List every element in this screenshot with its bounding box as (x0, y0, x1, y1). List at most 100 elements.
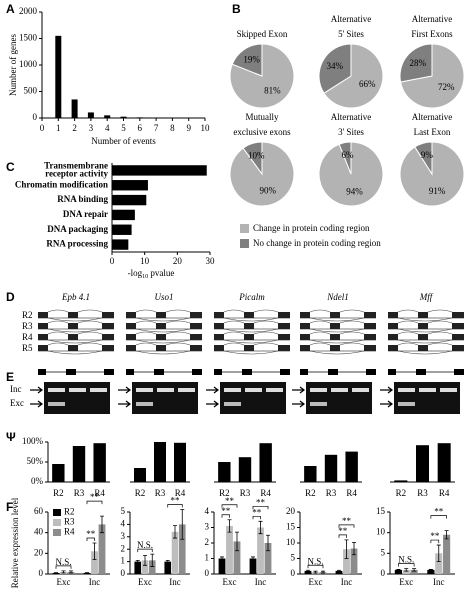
bar (93, 443, 106, 482)
significance-bracket (338, 534, 347, 538)
exon (126, 369, 134, 375)
pie-slice (242, 141, 263, 176)
junction-arc (135, 342, 191, 355)
bar (238, 457, 252, 482)
bar (343, 549, 350, 574)
gene-name: Mff (419, 292, 434, 302)
bar (87, 112, 94, 118)
significance-bracket (430, 515, 447, 519)
x-tick-label: 10 (140, 256, 150, 266)
y-tick-label: 15 (376, 506, 386, 516)
significance-bracket (252, 505, 269, 510)
junction-arc (223, 331, 279, 344)
junction-arc (47, 342, 103, 355)
legend-label: R3 (64, 517, 75, 527)
exon (38, 369, 46, 375)
pie-title: Skipped Exon (237, 29, 288, 39)
x-tick-label: 8 (170, 123, 175, 133)
junction-arc (309, 342, 365, 355)
x-tick-label: R4 (260, 488, 271, 498)
error-bar (227, 519, 232, 533)
significance-label: ** (86, 529, 96, 539)
error-bar (266, 534, 271, 552)
x-tick-label: Exc (57, 577, 71, 587)
x-tick-label: 7 (154, 123, 159, 133)
coverage (156, 312, 166, 318)
error-bar (444, 530, 449, 540)
junction-arc (47, 320, 103, 333)
x-tick-label: Inc (433, 577, 445, 587)
junction-arc (397, 342, 453, 355)
y-tick-label: 4 (205, 506, 210, 516)
coverage (244, 312, 254, 318)
x-tick-label: 3 (89, 123, 94, 133)
row-label: R3 (22, 321, 33, 331)
coverage (330, 323, 340, 329)
x-tick-label: 20 (173, 256, 183, 266)
psi-label: Ψ (6, 430, 16, 444)
x-tick-label: 9 (186, 123, 191, 133)
y-tick-label: 0 (33, 112, 38, 122)
bar (233, 541, 241, 574)
y-tick-label: 50% (27, 456, 44, 466)
error-bar (135, 559, 140, 564)
pie-label: 9% (421, 150, 434, 160)
y-tick-label: 1 (205, 553, 210, 563)
bar (249, 558, 257, 574)
y-tick-label: 5 (381, 547, 386, 557)
coverage (418, 323, 428, 329)
y-tick-label: 15 (286, 522, 296, 532)
pie-slice (399, 141, 465, 207)
significance-label: ** (221, 506, 231, 516)
x-tick-label: R2 (396, 488, 407, 498)
coverage (68, 323, 78, 329)
coverage (300, 345, 310, 351)
exon (300, 369, 308, 375)
coverage (244, 334, 254, 340)
significance-bracket (167, 504, 183, 508)
gel-band (440, 388, 457, 392)
significance-label: N.S. (55, 557, 71, 567)
exon (454, 369, 464, 375)
bar (112, 239, 129, 250)
panel-label: F (6, 500, 13, 514)
coverage (214, 312, 224, 318)
bar (154, 442, 166, 482)
x-tick-label: R3 (326, 488, 337, 498)
bar (112, 194, 147, 206)
bar (218, 462, 231, 482)
x-tick-label: Inc (89, 577, 101, 587)
coverage (102, 323, 114, 329)
pie-slice (338, 141, 352, 175)
coverage (190, 312, 202, 318)
coverage (38, 334, 48, 340)
error-bar (250, 556, 255, 561)
row-label: R4 (22, 332, 33, 342)
gel-band (419, 388, 436, 392)
error-bar (100, 515, 105, 534)
gene-name: Uso1 (154, 292, 173, 302)
coverage (300, 323, 310, 329)
exon (66, 369, 76, 375)
bar (55, 35, 62, 118)
bar (120, 116, 127, 118)
pie-title: 5' Sites (338, 29, 364, 39)
y-tick-label: 10 (286, 537, 296, 547)
bar (71, 99, 78, 118)
pie-label: 6% (342, 150, 355, 160)
exon (388, 369, 396, 375)
bar (226, 525, 233, 574)
x-axis-label: Number of events (91, 136, 156, 146)
coverage (452, 312, 464, 318)
y-tick-label: 3 (205, 522, 210, 532)
coverage (156, 334, 166, 340)
error-bar (396, 569, 401, 571)
exon (366, 369, 376, 375)
gene-name: Picalm (238, 292, 265, 302)
gel (44, 382, 110, 414)
significance-bracket (221, 504, 238, 508)
y-tick-label: receptor activity (45, 168, 108, 178)
x-tick-label: R4 (346, 488, 357, 498)
arrow (292, 386, 305, 408)
